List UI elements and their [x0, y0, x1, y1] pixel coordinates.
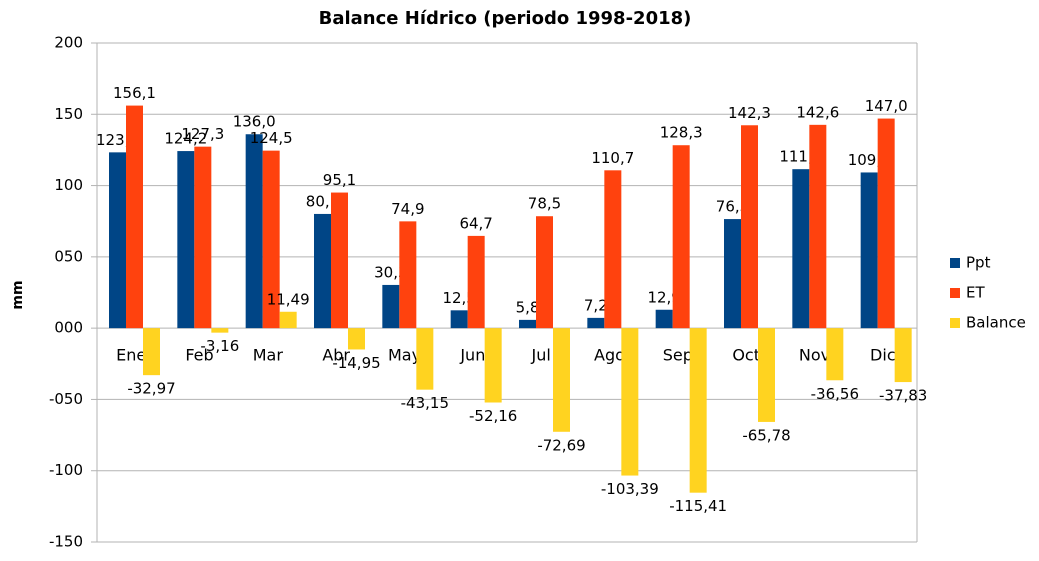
y-tick-label: -100 [49, 461, 83, 479]
bar [262, 150, 280, 329]
y-tick-label: -050 [49, 390, 83, 408]
x-tick-label: Mar [253, 346, 284, 365]
bar [348, 328, 365, 350]
bar [741, 125, 758, 329]
value-label: -65,78 [742, 426, 790, 444]
value-label: 147,0 [865, 97, 908, 115]
bar [587, 317, 605, 329]
value-label: 11,49 [267, 290, 310, 308]
value-label: -52,16 [469, 407, 517, 425]
bar [604, 170, 622, 329]
bar [621, 328, 639, 476]
bar [177, 151, 195, 329]
bar [826, 328, 844, 381]
bar [450, 310, 468, 329]
value-label: 110,7 [591, 149, 634, 167]
value-label: 78,5 [528, 195, 561, 213]
bar [894, 328, 912, 383]
bar [553, 328, 570, 432]
value-label: 74,9 [391, 200, 424, 218]
y-tick-label: 050 [54, 247, 83, 265]
value-label: 80,1 [306, 192, 339, 210]
bar [655, 309, 673, 329]
bar [860, 172, 878, 329]
bar [877, 118, 895, 329]
value-label: 95,1 [323, 171, 356, 189]
x-tick-label: Oct [732, 346, 760, 365]
bar [416, 328, 434, 390]
y-tick-label: 000 [54, 319, 83, 337]
bar [211, 328, 229, 333]
bar [126, 105, 143, 329]
x-tick-label: Abr [322, 346, 350, 365]
bar [536, 216, 553, 329]
x-tick-label: Jul [531, 346, 551, 365]
value-label: -72,69 [537, 436, 585, 454]
bar [672, 145, 690, 329]
bar [279, 311, 297, 329]
value-label: -32,97 [127, 380, 175, 398]
value-label: 156,1 [113, 84, 156, 102]
y-tick-label: 200 [54, 34, 83, 52]
bar [519, 319, 536, 329]
bar [689, 328, 707, 493]
value-label: 76,5 [716, 198, 749, 216]
value-label: 30,3 [374, 263, 407, 281]
bar [484, 328, 502, 403]
bar [724, 219, 741, 329]
value-label: 5,8 [516, 298, 540, 316]
bar [245, 134, 263, 329]
value-label: -14,95 [332, 354, 380, 372]
value-label: -37,83 [879, 387, 927, 405]
chart-title: Balance Hídrico (periodo 1998-2018) [319, 8, 692, 29]
value-label: -43,15 [401, 394, 449, 412]
bar [758, 328, 775, 422]
x-tick-label: Ene [116, 346, 146, 365]
bar [109, 152, 126, 329]
y-tick-label: 100 [54, 176, 83, 194]
x-tick-label: Dic [870, 346, 896, 365]
value-label: -3,16 [200, 337, 239, 355]
value-label: 128,3 [660, 124, 703, 142]
value-label: 136,0 [233, 113, 276, 131]
x-tick-label: Jun [459, 346, 485, 365]
value-label: 12,9 [647, 288, 680, 306]
x-tick-label: Ago [594, 346, 625, 365]
value-label: 7,2 [584, 296, 608, 314]
legend-swatch [950, 288, 960, 298]
bar [792, 169, 810, 329]
legend-label: ET [966, 284, 985, 302]
y-axis-title: mm [10, 280, 26, 309]
value-label: 124,2 [164, 130, 207, 148]
bar [194, 146, 212, 329]
bar [382, 284, 400, 329]
bar [467, 235, 485, 329]
value-label: 142,3 [728, 104, 771, 122]
x-tick-label: May [388, 346, 421, 365]
value-label: 12,5 [442, 289, 475, 307]
x-tick-label: Nov [799, 346, 830, 365]
value-label: 124,5 [250, 129, 293, 147]
bar [314, 213, 331, 329]
bar [331, 192, 348, 329]
bar [143, 328, 160, 376]
legend-label: Ppt [966, 254, 991, 272]
value-label: -36,56 [811, 385, 859, 403]
value-label: 127,3 [181, 125, 224, 143]
legend-swatch [950, 318, 960, 328]
value-label: 64,7 [459, 214, 492, 232]
bar [399, 221, 417, 329]
legend-swatch [950, 258, 960, 268]
value-label: -115,41 [669, 497, 727, 515]
value-label: -103,39 [601, 480, 659, 498]
legend-label: Balance [966, 314, 1026, 332]
y-tick-label: -150 [49, 533, 83, 551]
x-tick-label: Feb [185, 346, 213, 365]
x-tick-label: Sep [663, 346, 693, 365]
value-label: 142,6 [796, 103, 839, 121]
y-tick-label: 150 [54, 105, 83, 123]
bar [809, 124, 827, 329]
